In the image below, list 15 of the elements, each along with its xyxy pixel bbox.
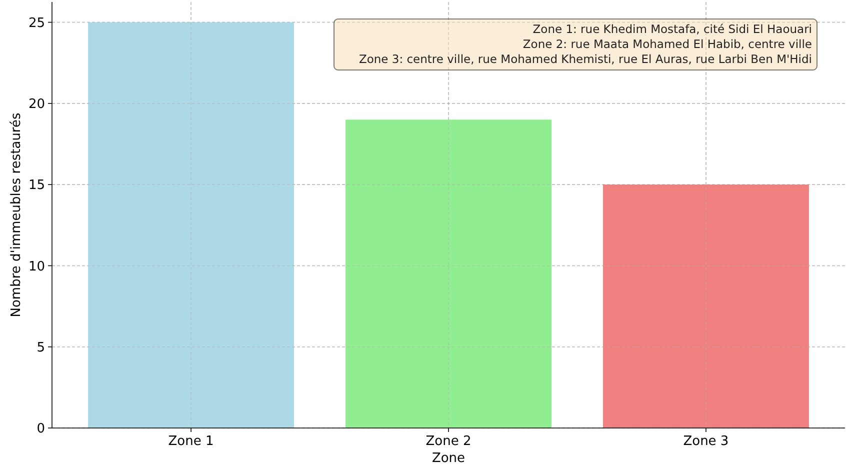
y-tick-label: 25 <box>28 16 45 31</box>
y-tick-label: 10 <box>28 259 45 274</box>
bar <box>602 184 809 428</box>
x-tick-label: Zone 1 <box>168 434 214 449</box>
x-tick-label: Zone 3 <box>683 434 729 449</box>
x-axis-title: Zone <box>432 451 466 466</box>
annotation: Zone 1: rue Khedim Mostafa, cité Sidi El Haouari Zone 2: rue Maata Mohamed El Habib, centre ville Zone 3: centre ville, rue Mohamed Khemisti, rue El Auras, rue Larbi Ben M'Hidi <box>358 22 812 66</box>
x-tick-label: Zone 2 <box>426 434 472 449</box>
y-tick-label: 15 <box>28 178 45 194</box>
y-tick-label: 0 <box>36 422 45 437</box>
y-tick-label: 20 <box>28 96 45 112</box>
bar <box>346 120 552 428</box>
y-tick-label: 5 <box>36 340 45 356</box>
y-axis-title: Nombre d'immeubles restaurés <box>9 112 24 318</box>
bar <box>88 22 294 428</box>
